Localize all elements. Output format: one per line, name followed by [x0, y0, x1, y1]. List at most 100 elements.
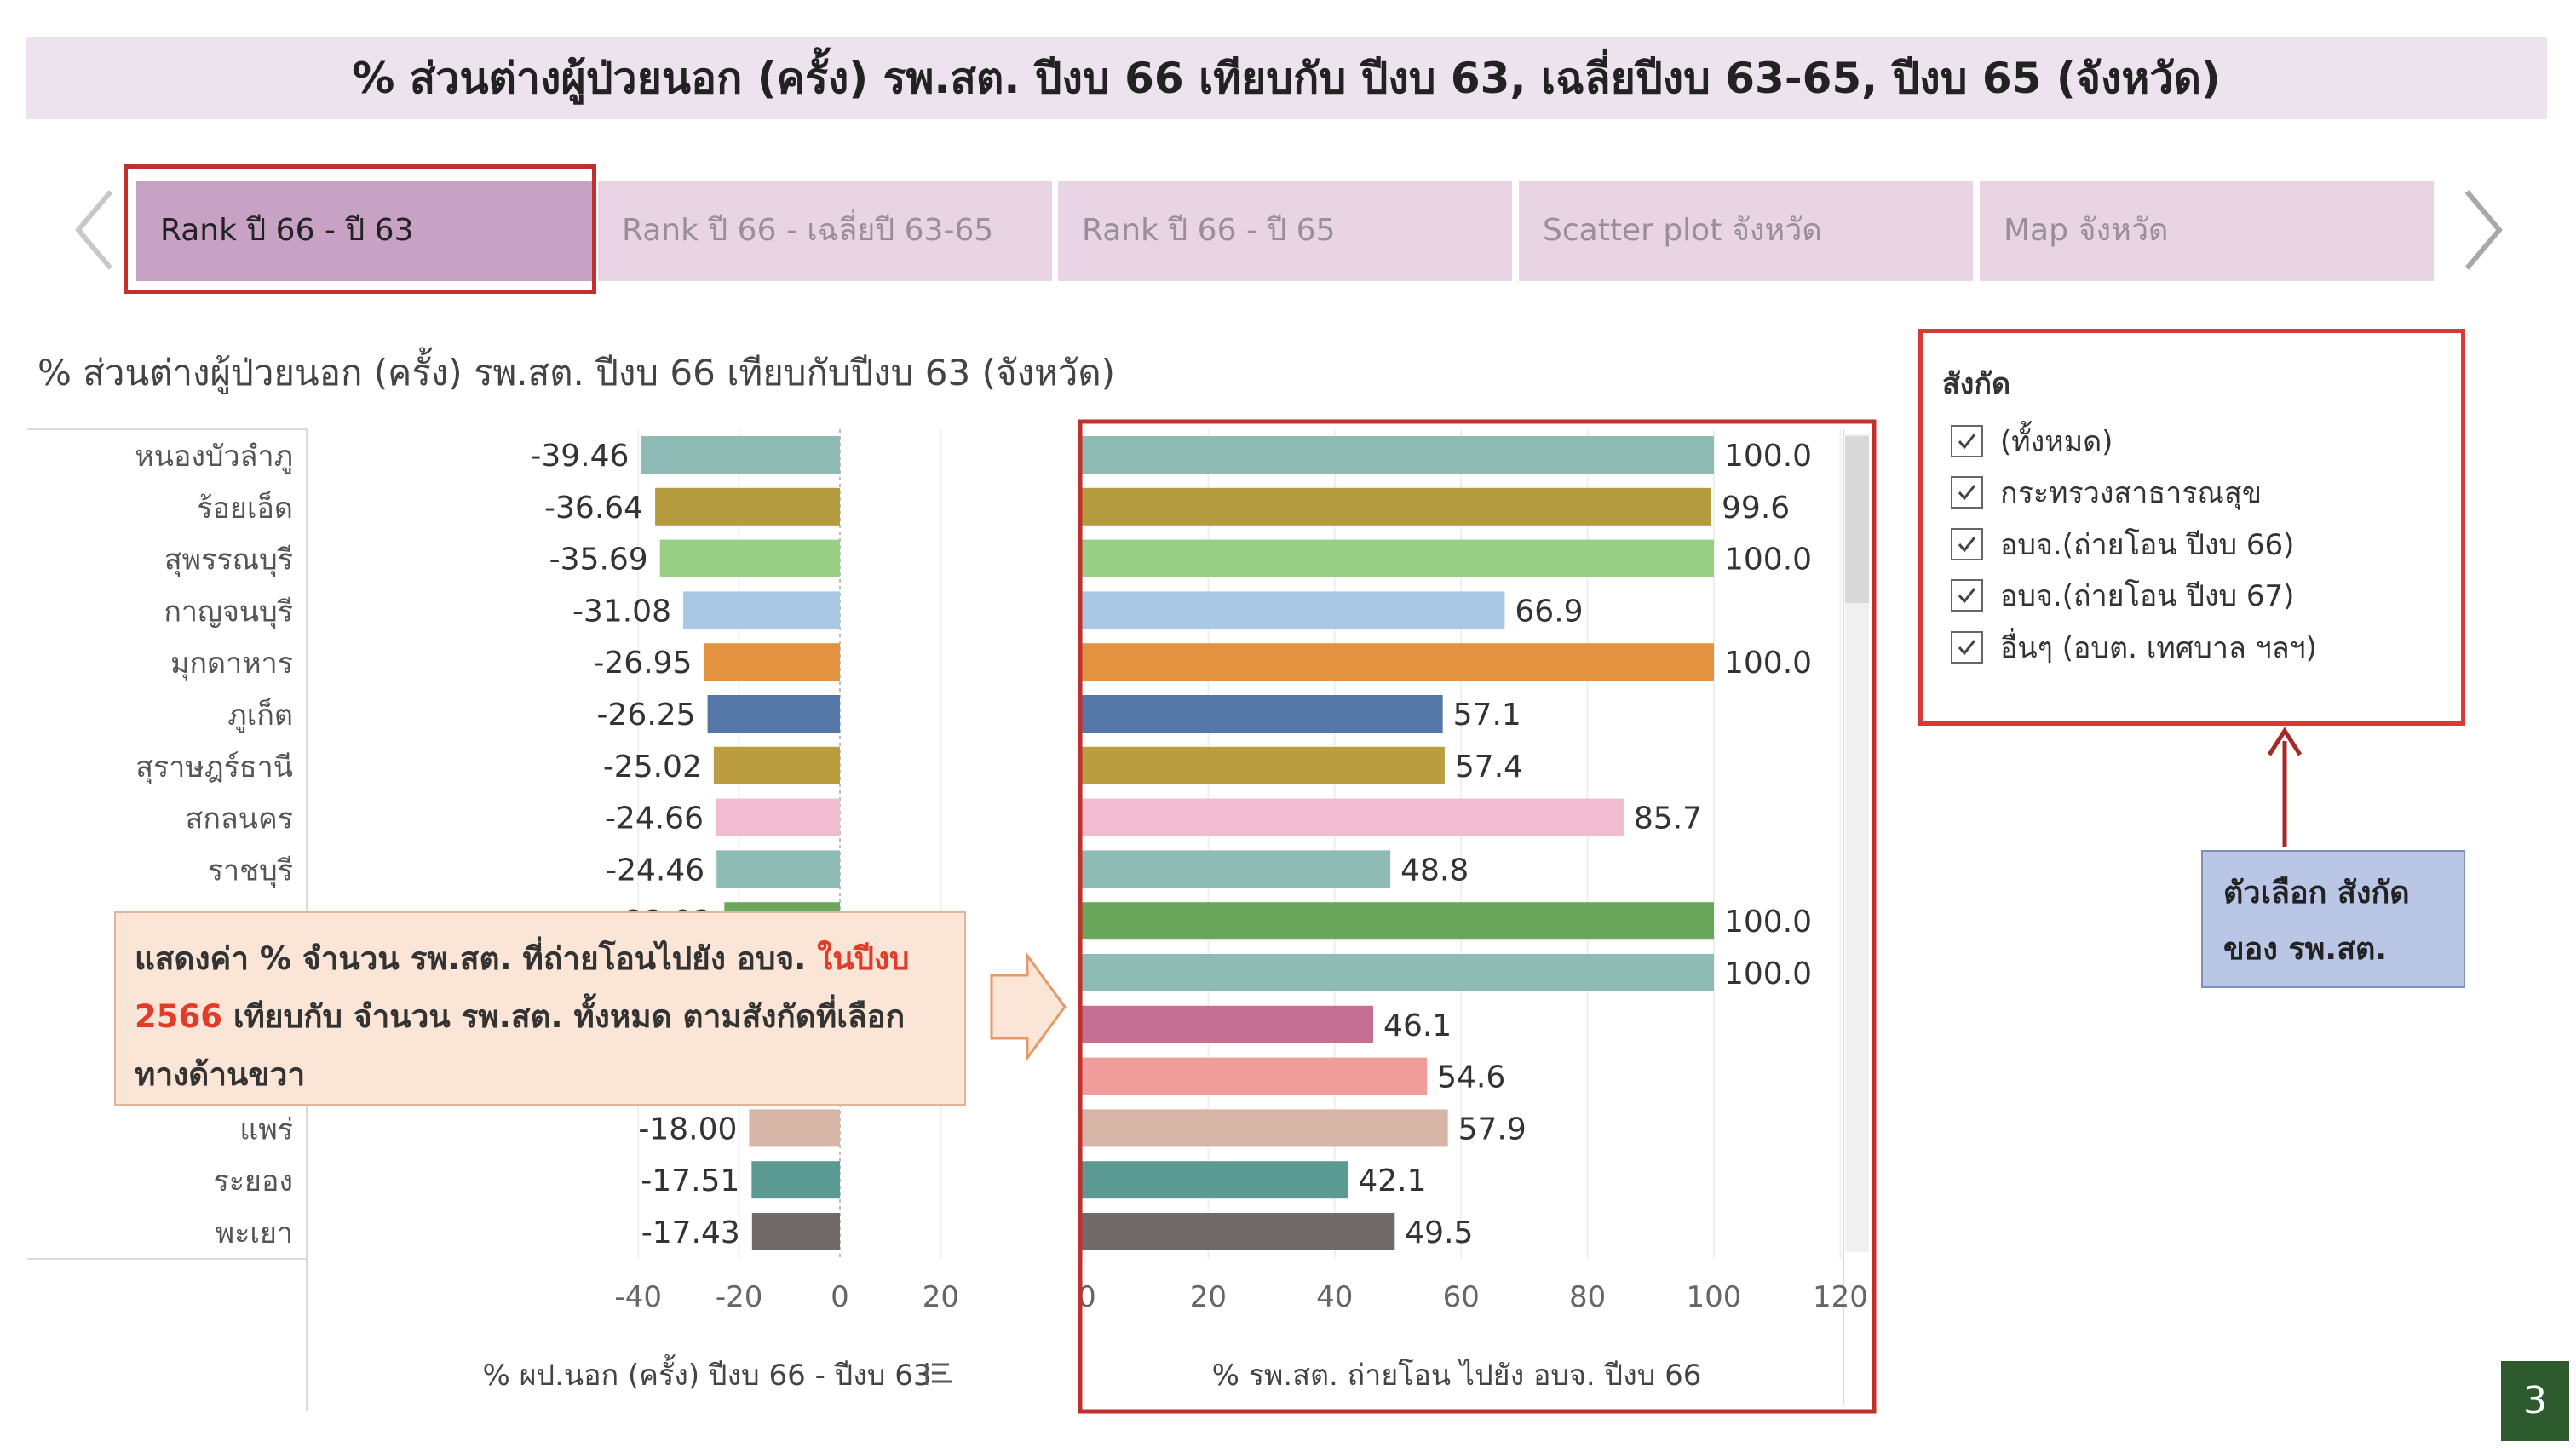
- left-bar[interactable]: [655, 487, 840, 526]
- right-bar[interactable]: [1082, 539, 1714, 577]
- right-bar-label: 54.6: [1437, 1060, 1505, 1095]
- note-text-highlight: ในปีงบ 2566: [135, 940, 910, 1035]
- right-bar-label: 57.1: [1453, 698, 1521, 733]
- right-bar-label: 100.0: [1724, 543, 1812, 577]
- right-bar[interactable]: [1082, 746, 1445, 784]
- filter-item-label: (ทั้งหมด): [2000, 425, 2113, 459]
- filter-item-moph[interactable]: กระทรวงสาธารณสุข: [1951, 471, 2262, 514]
- right-tick-label: 60: [1443, 1280, 1480, 1314]
- right-bar[interactable]: [1082, 1161, 1348, 1199]
- checkbox-checked-icon[interactable]: [1951, 528, 1983, 560]
- right-bar-label: 48.8: [1400, 853, 1469, 888]
- sort-descending-icon[interactable]: [925, 1363, 952, 1385]
- right-bar-label: 100.0: [1724, 646, 1812, 681]
- filter-callout-line2: ของ รพ.สต.: [2223, 932, 2388, 967]
- right-bar[interactable]: [1082, 1005, 1374, 1043]
- category-label: ภูเก็ต: [227, 698, 293, 733]
- note-text-2: เทียบกับ จำนวน รพ.สต. ทั้งหมด ตามสังกัดท…: [135, 998, 906, 1093]
- callout-arrow-icon: [990, 951, 1067, 1062]
- left-bar[interactable]: [713, 746, 840, 784]
- left-axis-title: % ผป.นอก (ครั้ง) ปีงบ 66 - ปีงบ 63: [483, 1354, 932, 1393]
- right-tick-label: 80: [1569, 1280, 1606, 1314]
- left-bar-label: -17.51: [641, 1164, 739, 1198]
- right-bar[interactable]: [1082, 591, 1505, 629]
- left-bar[interactable]: [751, 1213, 840, 1250]
- right-bar-label: 100.0: [1724, 439, 1812, 474]
- category-label: สกลนคร: [186, 802, 293, 836]
- title-bar: [26, 37, 2547, 119]
- right-bar-label: 57.4: [1455, 750, 1523, 784]
- right-bar[interactable]: [1082, 1213, 1395, 1250]
- right-tick-label: 20: [1190, 1280, 1227, 1314]
- tab-map[interactable]: Map จังหวัด: [1980, 181, 2434, 281]
- filter-callout-line1: ตัวเลือก สังกัด: [2223, 876, 2410, 911]
- right-bar[interactable]: [1082, 487, 1712, 526]
- filter-item-pao-66[interactable]: อบจ.(ถ่ายโอน ปีงบ 66): [1951, 523, 2294, 566]
- note-callout: แสดงค่า % จำนวน รพ.สต. ที่ถ่ายโอนไปยัง อ…: [114, 911, 966, 1106]
- category-label: ร้อยเอ็ด: [197, 491, 293, 526]
- right-bar[interactable]: [1082, 695, 1443, 733]
- category-label: กาญจนบุรี: [164, 595, 293, 629]
- left-bar[interactable]: [716, 798, 840, 836]
- right-bar[interactable]: [1082, 798, 1624, 836]
- tab-rank-66-63[interactable]: Rank ปี 66 - ปี 63: [136, 181, 592, 281]
- left-bar-label: -25.02: [603, 750, 702, 784]
- page-title: % ส่วนต่างผู้ป่วยนอก (ครั้ง) รพ.สต. ปีงบ…: [352, 54, 2221, 103]
- right-bar[interactable]: [1082, 1057, 1428, 1095]
- filter-item-pao-67[interactable]: อบจ.(ถ่ายโอน ปีงบ 67): [1951, 574, 2294, 617]
- right-bar[interactable]: [1082, 643, 1714, 681]
- category-label: หนองบัวลำภู: [135, 440, 293, 474]
- right-bar-label: 49.5: [1405, 1215, 1473, 1250]
- right-bar[interactable]: [1082, 902, 1714, 940]
- left-bar-label: -26.25: [597, 698, 696, 733]
- tab-rank-66-avg-63-65[interactable]: Rank ปี 66 - เฉลี่ยปี 63-65: [598, 181, 1052, 281]
- checkbox-checked-icon[interactable]: [1951, 579, 1983, 612]
- left-tick-label: 20: [923, 1280, 959, 1314]
- right-bar-label: 99.6: [1722, 491, 1790, 526]
- tab-rank-66-65[interactable]: Rank ปี 66 - ปี 65: [1058, 181, 1512, 281]
- tab-scatter-plot[interactable]: Scatter plot จังหวัด: [1519, 181, 1973, 281]
- left-tick-label: -20: [716, 1280, 763, 1314]
- right-tick-label: 40: [1316, 1280, 1353, 1314]
- left-bar[interactable]: [749, 1109, 840, 1147]
- left-bar[interactable]: [659, 539, 840, 577]
- left-bar[interactable]: [683, 591, 840, 629]
- left-bar[interactable]: [716, 850, 840, 888]
- category-label: พะเยา: [216, 1216, 293, 1250]
- right-axis-title: % รพ.สต. ถ่ายโอน ไปยัง อบจ. ปีงบ 66: [1212, 1359, 1702, 1393]
- right-bar-label: 46.1: [1383, 1008, 1452, 1043]
- filter-item-all[interactable]: (ทั้งหมด): [1951, 420, 2113, 463]
- filter-panel: [1918, 329, 2465, 726]
- chevron-right-icon[interactable]: [2452, 175, 2511, 285]
- right-bar[interactable]: [1082, 436, 1714, 474]
- checkbox-checked-icon[interactable]: [1951, 425, 1983, 457]
- left-bar-label: -39.46: [530, 439, 629, 474]
- left-bar[interactable]: [751, 1161, 840, 1199]
- chevron-left-icon[interactable]: [66, 175, 126, 285]
- right-bar-label: 85.7: [1634, 802, 1702, 836]
- right-tick-label: 120: [1813, 1280, 1868, 1314]
- left-bar-chart: -40 -20 0 20 % ผป.นอก (ครั้ง) ปีงบ 66 - ปีงบ…: [135, 429, 959, 1393]
- left-bar-label: -17.43: [641, 1215, 740, 1250]
- left-bar-label: -24.46: [606, 853, 704, 888]
- checkbox-checked-icon[interactable]: [1951, 476, 1983, 509]
- left-bar[interactable]: [641, 436, 840, 474]
- filter-item-label: อบจ.(ถ่ายโอน ปีงบ 67): [2000, 579, 2295, 613]
- right-bar-label: 66.9: [1515, 594, 1583, 629]
- arrow-up-icon: [2267, 727, 2303, 847]
- right-bar-label: 42.1: [1358, 1164, 1426, 1198]
- category-label: มุกดาหาร: [170, 646, 293, 681]
- filter-item-others[interactable]: อื่นๆ (อบต. เทศบาล ฯลฯ): [1951, 626, 2317, 669]
- right-bar[interactable]: [1082, 1109, 1448, 1147]
- filter-item-label: กระทรวงสาธารณสุข: [2000, 476, 2262, 510]
- right-bar[interactable]: [1082, 850, 1391, 888]
- checkbox-checked-icon[interactable]: [1951, 631, 1983, 664]
- right-bar[interactable]: [1082, 954, 1714, 991]
- left-bar-label: -31.08: [572, 594, 671, 629]
- left-bar[interactable]: [707, 695, 840, 733]
- left-bar[interactable]: [704, 643, 840, 681]
- left-bar-label: -26.95: [593, 646, 692, 681]
- page-number: 3: [2501, 1361, 2569, 1441]
- right-bar-label: 100.0: [1724, 957, 1812, 991]
